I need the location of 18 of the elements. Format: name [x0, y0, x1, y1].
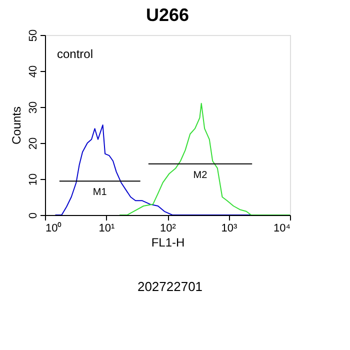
y-axis-title: Counts: [10, 106, 24, 145]
x-tick-label: 10¹: [98, 222, 116, 234]
y-tick-label: 10: [28, 173, 40, 186]
x-tick-label: 10³: [221, 222, 238, 234]
y-tick-label: 0: [28, 212, 40, 219]
text: 202722701: [137, 279, 203, 294]
x-axis-title: FL1-H: [151, 236, 185, 250]
y-tick-label: 50: [28, 29, 40, 42]
y-tick-label: 20: [28, 137, 40, 150]
y-tick-label: 30: [28, 101, 40, 114]
y-tick-label: 40: [28, 65, 40, 78]
chart-title: U266: [146, 4, 190, 25]
x-tick-label: 10²: [160, 222, 176, 234]
series-label: M1: [92, 187, 108, 198]
x-tick-label: 10⁰: [46, 222, 62, 234]
annotation: control: [57, 47, 94, 61]
x-tick-label: 10⁴: [274, 222, 291, 234]
series-label: M2: [193, 170, 208, 181]
